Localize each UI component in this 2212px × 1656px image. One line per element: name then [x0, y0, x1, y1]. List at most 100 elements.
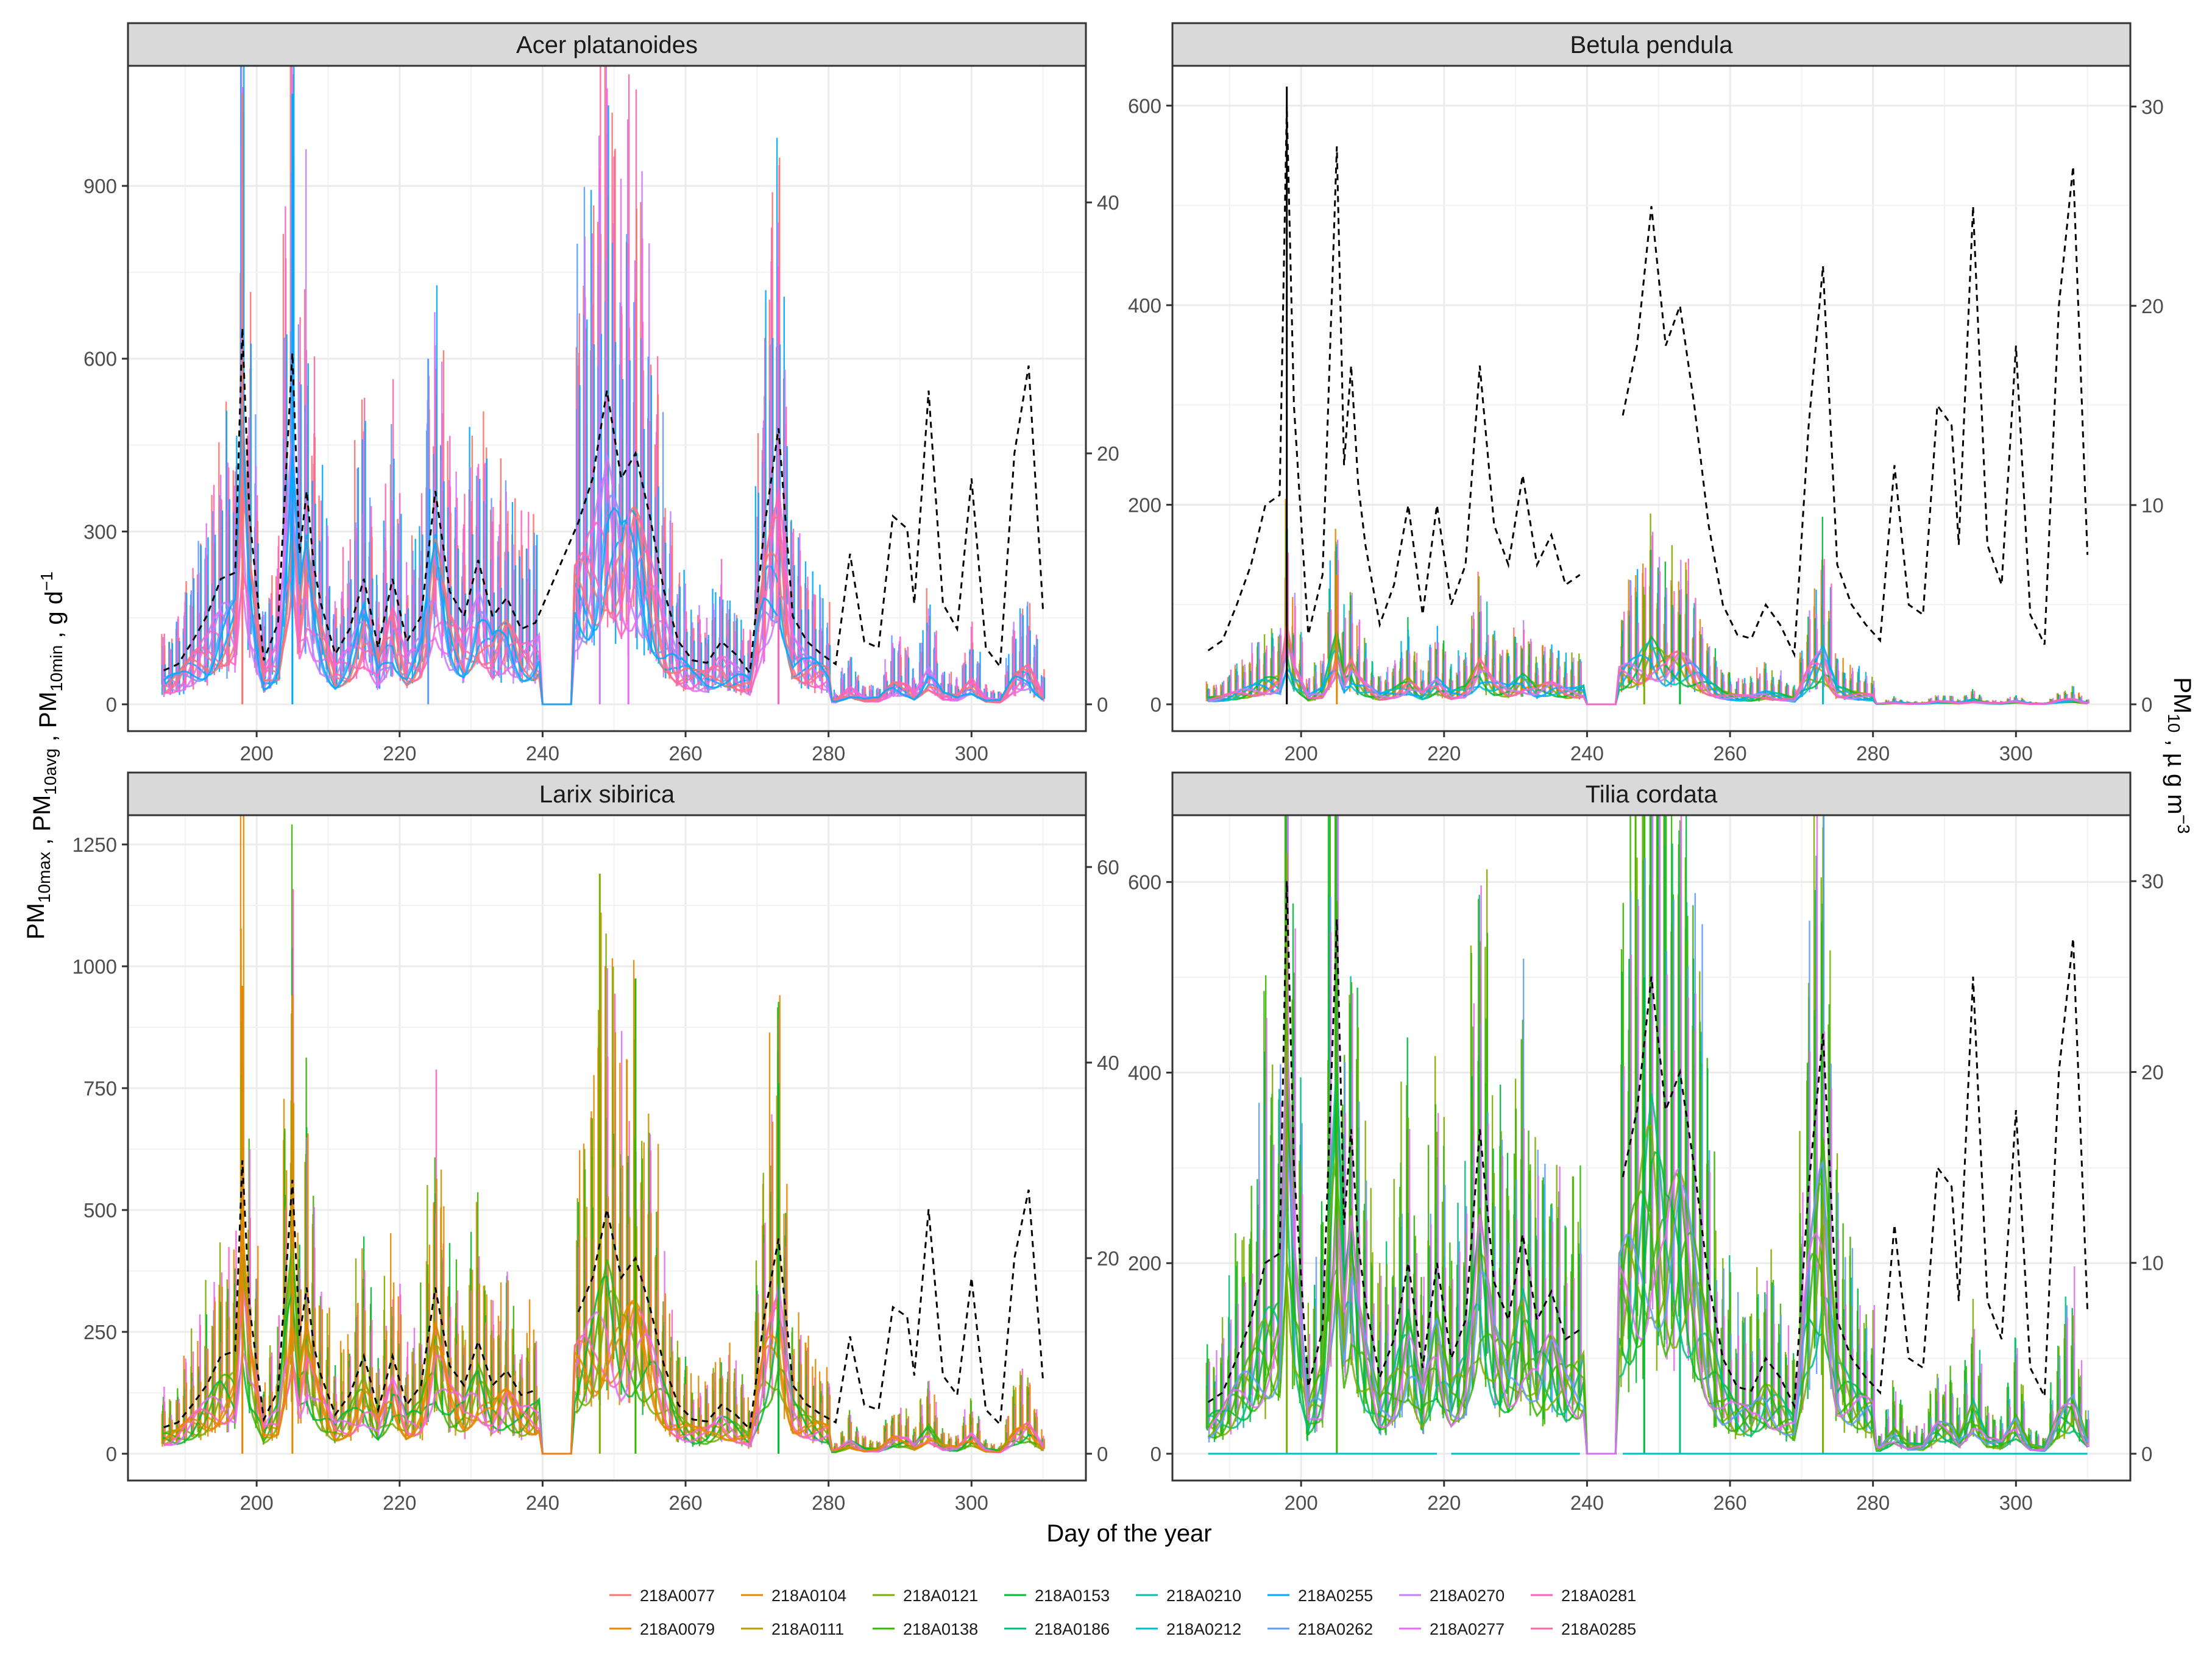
- x-tick-label: 300: [1999, 1491, 2033, 1514]
- secondary-y-tick-label: 10: [2141, 494, 2164, 517]
- legend-label: 218A0270: [1430, 1587, 1505, 1605]
- x-tick-label: 260: [669, 742, 703, 765]
- x-tick-label: 220: [1427, 742, 1461, 765]
- secondary-y-tick-label: 20: [2141, 1061, 2164, 1083]
- legend-item-218A0270: 218A0270: [1399, 1587, 1505, 1605]
- legend-label: 218A0210: [1166, 1587, 1241, 1605]
- series-average-218A0079: [163, 1227, 1044, 1455]
- legend-item-218A0079: 218A0079: [609, 1620, 715, 1638]
- legend-item-218A0277: 218A0277: [1399, 1620, 1505, 1638]
- facet-title: Tilia cordata: [1586, 781, 1718, 808]
- legend-item-218A0104: 218A0104: [741, 1587, 846, 1605]
- y-tick-label: 1250: [73, 833, 117, 856]
- y-tick-label: 750: [83, 1077, 117, 1100]
- x-tick-label: 300: [955, 1491, 988, 1514]
- x-tick-label: 280: [1856, 742, 1890, 765]
- superscript: −1: [37, 571, 56, 591]
- series-average-218A0121: [1207, 1123, 2088, 1455]
- y-tick-label: 0: [1150, 693, 1161, 716]
- x-axis-title: Day of the year: [1046, 1520, 1211, 1547]
- facet-title: Betula pendula: [1570, 32, 1734, 58]
- panel-border: [1171, 814, 2132, 1482]
- secondary-y-tick-label: 0: [1097, 1443, 1108, 1465]
- series-group: [1205, 87, 2090, 706]
- y-tick-label: 400: [1128, 1061, 1161, 1084]
- x-tick-label: 300: [955, 742, 988, 765]
- secondary-y-tick-label: 20: [1097, 1247, 1119, 1270]
- legend-item-218A0262: 218A0262: [1267, 1620, 1373, 1638]
- series-average-218A0186: [1208, 1058, 2088, 1455]
- x-tick-label: 200: [1285, 742, 1318, 765]
- y-tick-label: 300: [83, 520, 117, 543]
- panel-border: [127, 814, 1087, 1482]
- legend-label: 218A0079: [640, 1620, 715, 1638]
- x-tick-label: 280: [1856, 1491, 1890, 1514]
- subscript: 10: [2164, 713, 2183, 732]
- legend-label: 218A0212: [1166, 1620, 1241, 1638]
- legend-label: 218A0262: [1298, 1620, 1373, 1638]
- legend-item-218A0210: 218A0210: [1136, 1587, 1241, 1605]
- legend-label: 218A0186: [1035, 1620, 1110, 1638]
- facet-acer-platanoides: Acer platanoides 0 300 600 900 0 20 40 200 220 240…: [83, 22, 1119, 765]
- x-tick-label: 220: [1427, 1491, 1461, 1514]
- legend-label: 218A0138: [903, 1620, 978, 1638]
- y-axis-left-title: PM10max , PM10avg , PM10min , g d−1: [23, 571, 68, 939]
- secondary-y-tick-label: 0: [2141, 1443, 2152, 1465]
- facet-strip: [127, 22, 1087, 67]
- series-average-218A0281: [1208, 626, 2088, 706]
- series-average-218A0281: [163, 1286, 1044, 1455]
- x-tick-label: 200: [1285, 1491, 1318, 1514]
- legend: 218A0077 218A0079 218A0104 218A0111 218A0121…: [609, 1587, 1636, 1638]
- y-tick-label: 900: [83, 175, 117, 197]
- ambient-pm10-line: [163, 1160, 1044, 1432]
- ambient-pm10-line: [1207, 106, 2089, 659]
- x-tick-label: 240: [1570, 1491, 1604, 1514]
- legend-item-218A0138: 218A0138: [873, 1620, 978, 1638]
- secondary-y-tick-label: 30: [2141, 870, 2164, 893]
- legend-label: 218A0153: [1035, 1587, 1110, 1605]
- subscript: 10avg: [41, 748, 60, 794]
- x-tick-label: 260: [1714, 1491, 1747, 1514]
- x-tick-label: 200: [240, 1491, 274, 1514]
- series-average-218A0277: [163, 476, 1044, 706]
- series-average-218A0077: [163, 414, 1044, 706]
- y-tick-label: 600: [1128, 871, 1161, 894]
- x-tick-label: 280: [812, 1491, 845, 1514]
- x-tick-label: 220: [383, 742, 416, 765]
- y-tick-label: 1000: [73, 955, 117, 978]
- secondary-y-tick-label: 30: [2141, 96, 2164, 118]
- x-tick-label: 260: [1714, 742, 1747, 765]
- y-axis-right-title: PM10 , µ g m−3: [2163, 677, 2196, 833]
- secondary-y-tick-label: 40: [1097, 191, 1119, 214]
- y-tick-label: 0: [1150, 1443, 1161, 1465]
- legend-item-218A0255: 218A0255: [1267, 1587, 1373, 1605]
- legend-item-218A0121: 218A0121: [873, 1587, 978, 1605]
- title-text: , µ g m: [2163, 733, 2189, 815]
- series-average-218A0270: [163, 430, 1044, 706]
- secondary-y-tick-label: 20: [2141, 295, 2164, 317]
- title-text: PM: [2169, 677, 2196, 713]
- facet-strip: [1171, 771, 2132, 816]
- x-tick-label: 300: [1999, 742, 2033, 765]
- series-group: [1205, 815, 2090, 1455]
- secondary-y-tick-label: 0: [2141, 693, 2152, 716]
- series-group: [161, 815, 1045, 1455]
- series-range-bars-218A0277: [1208, 815, 2090, 1451]
- subscript: 10min: [47, 645, 66, 692]
- legend-label: 218A0255: [1298, 1587, 1373, 1605]
- facet-betula-pendula: Betula pendula 0 200 400 600 0 10 20 30 200 220 240…: [1128, 22, 2164, 765]
- legend-label: 218A0277: [1430, 1620, 1505, 1638]
- x-tick-label: 240: [526, 742, 559, 765]
- legend-label: 218A0104: [771, 1587, 846, 1605]
- facet-strip: [127, 771, 1087, 816]
- legend-item-218A0212: 218A0212: [1136, 1620, 1241, 1638]
- series-average-218A0277: [1207, 1034, 2088, 1455]
- ambient-pm10-line: [1207, 881, 2089, 1410]
- secondary-y-tick-label: 10: [2141, 1252, 2164, 1275]
- facet-strip: [1171, 22, 2132, 67]
- facet-larix-sibirica: Larix sibirica 0 250 500 750 1000 1250 0 20 40 60 2…: [73, 771, 1119, 1514]
- series-group: [161, 66, 1046, 706]
- series-average-218A0281: [163, 485, 1044, 706]
- series-average-218A0262: [1207, 1142, 2089, 1455]
- x-tick-label: 200: [240, 742, 274, 765]
